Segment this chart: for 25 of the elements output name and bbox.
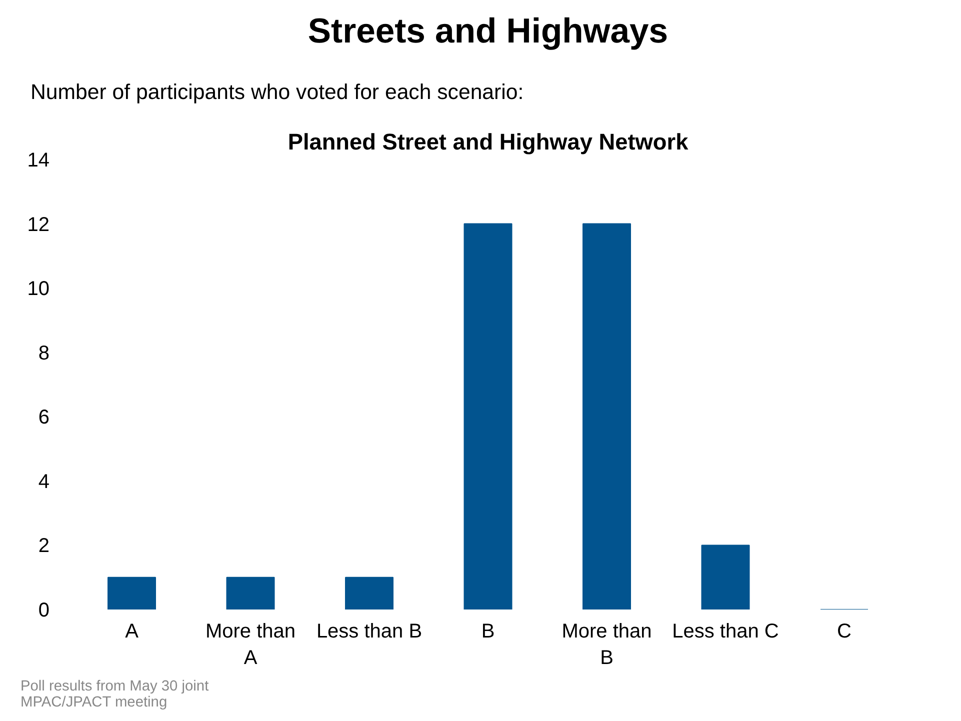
x-tick-label: A [125, 620, 140, 642]
bar [345, 576, 394, 610]
y-tick-label: 8 [38, 342, 50, 364]
bar [226, 576, 275, 610]
x-tick-label: B [481, 620, 495, 642]
y-tick-label: 14 [27, 150, 50, 172]
text: Poll results from May 30 joint MPAC/JPACT meeting [20, 678, 209, 710]
x-tick-label: C [837, 620, 852, 642]
bar [464, 223, 512, 610]
text: Planned Street and Highway Network [288, 128, 689, 154]
bar [108, 576, 156, 610]
bar [582, 223, 631, 610]
y-tick-label: 12 [27, 214, 50, 236]
y-tick-label: 2 [38, 535, 50, 558]
y-tick-label: 4 [38, 470, 50, 493]
x-tick-label: More than A [205, 620, 296, 669]
x-tick-label: Less than B [316, 620, 422, 642]
chart-title: Streets and Highways [308, 12, 668, 50]
y-tick-label: 0 [38, 600, 50, 622]
y-tick-label: 6 [38, 406, 50, 429]
chart-subtitle: Number of participants who voted for each scenario: [30, 80, 524, 104]
bar [701, 544, 750, 610]
x-tick-label: More than B [562, 620, 652, 669]
y-tick-label: 10 [27, 278, 50, 300]
x-tick-label: Less than C [672, 620, 779, 642]
